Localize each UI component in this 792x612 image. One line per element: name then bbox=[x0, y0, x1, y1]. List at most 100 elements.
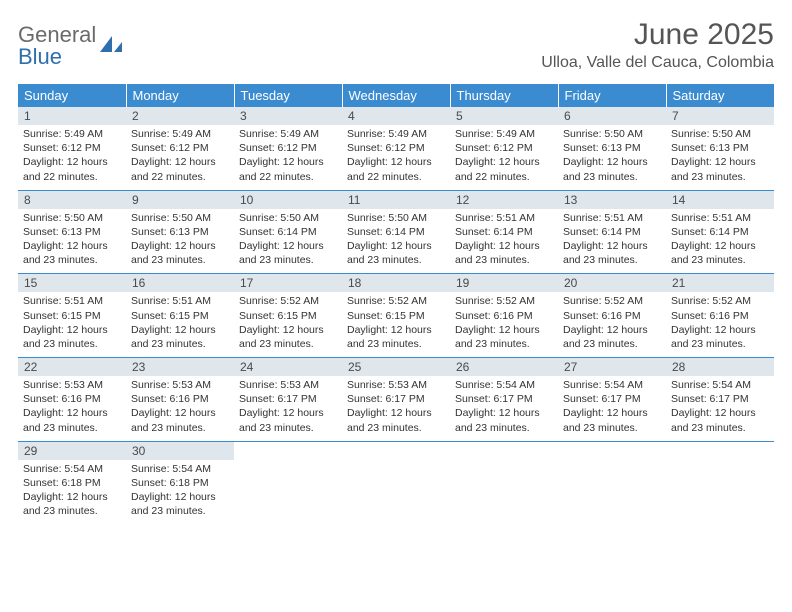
day-info: Sunrise: 5:49 AMSunset: 6:12 PMDaylight:… bbox=[126, 125, 234, 190]
info-row: Sunrise: 5:54 AMSunset: 6:18 PMDaylight:… bbox=[18, 460, 774, 525]
info-cell: Sunrise: 5:54 AMSunset: 6:18 PMDaylight:… bbox=[126, 460, 234, 525]
day-info: Sunrise: 5:51 AMSunset: 6:14 PMDaylight:… bbox=[450, 209, 558, 274]
info-cell bbox=[558, 460, 666, 525]
daynum-cell: 24 bbox=[234, 358, 342, 377]
daynum-cell: 19 bbox=[450, 274, 558, 293]
day-info: Sunrise: 5:54 AMSunset: 6:17 PMDaylight:… bbox=[450, 376, 558, 441]
daynum-cell: 17 bbox=[234, 274, 342, 293]
info-cell: Sunrise: 5:49 AMSunset: 6:12 PMDaylight:… bbox=[126, 125, 234, 190]
info-cell: Sunrise: 5:53 AMSunset: 6:16 PMDaylight:… bbox=[18, 376, 126, 441]
day-number: 4 bbox=[342, 107, 450, 125]
day-info: Sunrise: 5:54 AMSunset: 6:18 PMDaylight:… bbox=[18, 460, 126, 525]
day-info: Sunrise: 5:50 AMSunset: 6:13 PMDaylight:… bbox=[126, 209, 234, 274]
logo-text: General Blue bbox=[18, 24, 96, 68]
day-number: 20 bbox=[558, 274, 666, 292]
calendar-table: Sunday Monday Tuesday Wednesday Thursday… bbox=[18, 84, 774, 524]
daynum-cell: 22 bbox=[18, 358, 126, 377]
day-number: 24 bbox=[234, 358, 342, 376]
calendar-body: 1234567Sunrise: 5:49 AMSunset: 6:12 PMDa… bbox=[18, 107, 774, 524]
info-cell: Sunrise: 5:51 AMSunset: 6:15 PMDaylight:… bbox=[18, 292, 126, 357]
info-cell bbox=[666, 460, 774, 525]
day-info: Sunrise: 5:50 AMSunset: 6:14 PMDaylight:… bbox=[342, 209, 450, 274]
info-cell: Sunrise: 5:49 AMSunset: 6:12 PMDaylight:… bbox=[18, 125, 126, 190]
day-number: 15 bbox=[18, 274, 126, 292]
day-info: Sunrise: 5:52 AMSunset: 6:16 PMDaylight:… bbox=[558, 292, 666, 357]
header: General Blue June 2025 Ulloa, Valle del … bbox=[18, 18, 774, 72]
day-number: 7 bbox=[666, 107, 774, 125]
daynum-cell: 25 bbox=[342, 358, 450, 377]
daynum-cell: 26 bbox=[450, 358, 558, 377]
info-cell bbox=[234, 460, 342, 525]
day-info: Sunrise: 5:52 AMSunset: 6:15 PMDaylight:… bbox=[342, 292, 450, 357]
daynum-cell: 21 bbox=[666, 274, 774, 293]
daynum-cell bbox=[666, 441, 774, 460]
info-cell: Sunrise: 5:51 AMSunset: 6:14 PMDaylight:… bbox=[450, 209, 558, 274]
info-cell: Sunrise: 5:54 AMSunset: 6:17 PMDaylight:… bbox=[558, 376, 666, 441]
location: Ulloa, Valle del Cauca, Colombia bbox=[541, 54, 774, 72]
info-cell: Sunrise: 5:51 AMSunset: 6:14 PMDaylight:… bbox=[666, 209, 774, 274]
logo-sail-icon bbox=[98, 34, 124, 59]
info-cell: Sunrise: 5:51 AMSunset: 6:15 PMDaylight:… bbox=[126, 292, 234, 357]
info-cell: Sunrise: 5:54 AMSunset: 6:17 PMDaylight:… bbox=[666, 376, 774, 441]
day-number: 27 bbox=[558, 358, 666, 376]
day-number: 19 bbox=[450, 274, 558, 292]
info-cell: Sunrise: 5:52 AMSunset: 6:15 PMDaylight:… bbox=[342, 292, 450, 357]
info-cell: Sunrise: 5:50 AMSunset: 6:13 PMDaylight:… bbox=[666, 125, 774, 190]
day-info: Sunrise: 5:49 AMSunset: 6:12 PMDaylight:… bbox=[342, 125, 450, 190]
daynum-cell: 5 bbox=[450, 107, 558, 125]
day-number: 28 bbox=[666, 358, 774, 376]
day-number: 1 bbox=[18, 107, 126, 125]
day-info: Sunrise: 5:50 AMSunset: 6:13 PMDaylight:… bbox=[18, 209, 126, 274]
day-number: 18 bbox=[342, 274, 450, 292]
daynum-cell: 15 bbox=[18, 274, 126, 293]
day-number: 13 bbox=[558, 191, 666, 209]
daynum-cell: 11 bbox=[342, 190, 450, 209]
daynum-cell: 18 bbox=[342, 274, 450, 293]
info-cell: Sunrise: 5:50 AMSunset: 6:13 PMDaylight:… bbox=[126, 209, 234, 274]
info-cell: Sunrise: 5:49 AMSunset: 6:12 PMDaylight:… bbox=[450, 125, 558, 190]
day-number: 29 bbox=[18, 442, 126, 460]
weekday-header-row: Sunday Monday Tuesday Wednesday Thursday… bbox=[18, 84, 774, 107]
info-cell: Sunrise: 5:52 AMSunset: 6:16 PMDaylight:… bbox=[666, 292, 774, 357]
daynum-cell: 14 bbox=[666, 190, 774, 209]
daynum-cell bbox=[558, 441, 666, 460]
info-row: Sunrise: 5:53 AMSunset: 6:16 PMDaylight:… bbox=[18, 376, 774, 441]
weekday-header: Saturday bbox=[666, 84, 774, 107]
day-number: 8 bbox=[18, 191, 126, 209]
daynum-cell: 7 bbox=[666, 107, 774, 125]
day-info: Sunrise: 5:49 AMSunset: 6:12 PMDaylight:… bbox=[18, 125, 126, 190]
daynum-row: 15161718192021 bbox=[18, 274, 774, 293]
daynum-cell: 20 bbox=[558, 274, 666, 293]
info-cell: Sunrise: 5:50 AMSunset: 6:13 PMDaylight:… bbox=[18, 209, 126, 274]
daynum-cell: 27 bbox=[558, 358, 666, 377]
daynum-cell: 1 bbox=[18, 107, 126, 125]
daynum-cell: 29 bbox=[18, 441, 126, 460]
weekday-header: Tuesday bbox=[234, 84, 342, 107]
day-number: 16 bbox=[126, 274, 234, 292]
day-info: Sunrise: 5:51 AMSunset: 6:15 PMDaylight:… bbox=[18, 292, 126, 357]
info-cell: Sunrise: 5:54 AMSunset: 6:18 PMDaylight:… bbox=[18, 460, 126, 525]
info-cell: Sunrise: 5:50 AMSunset: 6:14 PMDaylight:… bbox=[342, 209, 450, 274]
day-number: 12 bbox=[450, 191, 558, 209]
daynum-cell bbox=[234, 441, 342, 460]
logo: General Blue bbox=[18, 24, 124, 68]
day-info: Sunrise: 5:53 AMSunset: 6:17 PMDaylight:… bbox=[234, 376, 342, 441]
daynum-cell: 3 bbox=[234, 107, 342, 125]
day-number: 17 bbox=[234, 274, 342, 292]
day-info: Sunrise: 5:54 AMSunset: 6:18 PMDaylight:… bbox=[126, 460, 234, 525]
daynum-cell: 16 bbox=[126, 274, 234, 293]
daynum-cell bbox=[342, 441, 450, 460]
daynum-cell: 4 bbox=[342, 107, 450, 125]
info-cell: Sunrise: 5:50 AMSunset: 6:14 PMDaylight:… bbox=[234, 209, 342, 274]
info-cell: Sunrise: 5:51 AMSunset: 6:14 PMDaylight:… bbox=[558, 209, 666, 274]
day-info: Sunrise: 5:52 AMSunset: 6:15 PMDaylight:… bbox=[234, 292, 342, 357]
day-info: Sunrise: 5:53 AMSunset: 6:16 PMDaylight:… bbox=[126, 376, 234, 441]
day-info: Sunrise: 5:50 AMSunset: 6:13 PMDaylight:… bbox=[558, 125, 666, 190]
daynum-cell bbox=[450, 441, 558, 460]
month-title: June 2025 bbox=[541, 18, 774, 52]
weekday-header: Thursday bbox=[450, 84, 558, 107]
info-cell: Sunrise: 5:50 AMSunset: 6:13 PMDaylight:… bbox=[558, 125, 666, 190]
daynum-cell: 2 bbox=[126, 107, 234, 125]
day-info: Sunrise: 5:49 AMSunset: 6:12 PMDaylight:… bbox=[234, 125, 342, 190]
daynum-cell: 28 bbox=[666, 358, 774, 377]
